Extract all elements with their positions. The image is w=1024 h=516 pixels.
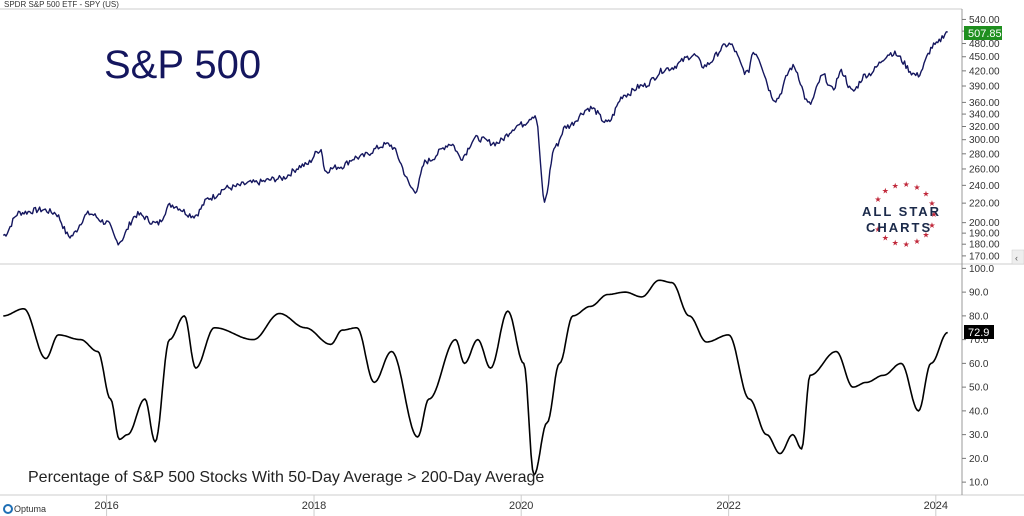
breadth-y-tick-label: 50.0	[969, 383, 989, 394]
breadth-y-tick-label: 100.0	[969, 264, 994, 275]
x-tick-label: 2018	[302, 500, 326, 512]
chevron-left-icon[interactable]: ‹	[1015, 253, 1018, 263]
last-price-label: 507.85	[968, 28, 1002, 40]
price-y-tick-label: 170.00	[969, 251, 1000, 262]
logo-star: ★	[903, 180, 910, 189]
breadth-y-tick-label: 70.0	[969, 335, 989, 346]
x-tick-label: 2016	[94, 500, 118, 512]
price-y-tick-label: 260.00	[969, 164, 1000, 175]
price-y-tick-label: 420.00	[969, 66, 1000, 77]
price-y-tick-label: 480.00	[969, 39, 1000, 50]
price-y-tick-label: 360.00	[969, 98, 1000, 109]
x-tick-label: 2022	[716, 500, 740, 512]
breadth-title: Percentage of S&P 500 Stocks With 50-Day…	[28, 469, 544, 486]
price-y-tick-label: 540.00	[969, 15, 1000, 26]
logo-star: ★	[922, 230, 929, 239]
breadth-y-tick-label: 10.0	[969, 478, 989, 489]
last-breadth-label: 72.9	[968, 327, 989, 339]
x-tick-label: 2020	[509, 500, 533, 512]
price-y-tick-label: 390.00	[969, 82, 1000, 93]
price-y-tick-label: 190.00	[969, 229, 1000, 240]
logo-star: ★	[874, 225, 881, 234]
price-y-tick-label: 320.00	[969, 122, 1000, 133]
breadth-y-tick-label: 80.0	[969, 311, 989, 322]
logo-star: ★	[928, 199, 935, 208]
logo-star: ★	[928, 221, 935, 230]
last-breadth-badge	[964, 325, 994, 339]
breadth-series-line	[3, 279, 948, 476]
logo-star: ★	[922, 190, 929, 199]
price-y-tick-label: 340.00	[969, 110, 1000, 121]
logo-text-line1: ALL STAR	[862, 204, 941, 219]
price-y-tick-label: 180.00	[969, 240, 1000, 251]
price-y-tick-label: 450.00	[969, 52, 1000, 63]
logo-star: ★	[892, 181, 899, 190]
logo-star: ★	[892, 239, 899, 248]
price-y-tick-label: 220.00	[969, 199, 1000, 210]
logo-star: ★	[913, 237, 920, 246]
x-tick-label: 2024	[924, 500, 948, 512]
breadth-y-tick-label: 90.0	[969, 288, 989, 299]
collapse-handle[interactable]	[1011, 249, 1024, 265]
price-y-tick-label: 200.00	[969, 218, 1000, 229]
instrument-label: SPDR S&P 500 ETF - SPY (US)	[4, 0, 119, 9]
last-price-badge	[964, 26, 1002, 40]
breadth-y-tick-label: 30.0	[969, 430, 989, 441]
x-axis: 2016 2018 2020 2022 2024	[94, 495, 948, 516]
logo-star: ★	[874, 195, 881, 204]
logo-star: ★	[882, 187, 889, 196]
price-y-tick-label: 300.00	[969, 135, 1000, 146]
logo-star: ★	[930, 210, 937, 219]
breadth-y-tick-label: 60.0	[969, 359, 989, 370]
logo-star: ★	[882, 233, 889, 242]
logo-text-line2: CHARTS	[866, 220, 932, 235]
breadth-y-tick-label: 40.0	[969, 406, 989, 417]
star-ring-logo-icon: ★★★ ★ ★★★★★★★★★★★	[874, 180, 937, 249]
logo-star: ★	[913, 183, 920, 192]
price-y-tick-label: 240.00	[969, 181, 1000, 192]
footer-brand: Optuma	[14, 504, 46, 514]
price-series-line	[2, 31, 948, 246]
optuma-logo-icon	[3, 504, 13, 514]
price-y-tick-label: 280.00	[969, 149, 1000, 160]
breadth-y-axis: 10.0 20.0 30.0 40.0 50.0 60.0 70.0 80.0 90.0 100.…	[962, 264, 994, 489]
logo-star: ★	[903, 240, 910, 249]
chart-title: S&P 500	[104, 43, 261, 87]
breadth-y-tick-label: 20.0	[969, 454, 989, 465]
